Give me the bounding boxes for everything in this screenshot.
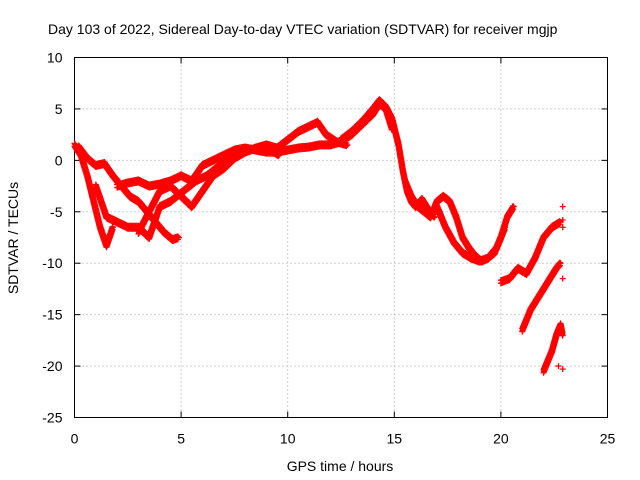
y-tick-label: -10 [42,255,62,271]
y-tick-label: -20 [42,358,62,374]
x-tick-label: 0 [71,431,79,447]
plot-frame [74,57,608,418]
outliers-marker [559,217,566,224]
y-tick-label: 0 [55,152,63,168]
track-h-marker [502,224,509,231]
grid-lines [74,57,608,418]
track-k-marker [559,332,566,339]
x-tick-label: 25 [600,431,616,447]
track-j-marker [557,260,564,267]
track-d-marker [343,143,350,150]
y-tick-label: -15 [42,307,62,323]
x-tick-label: 10 [280,431,296,447]
x-axis-label: GPS time / hours [287,458,394,474]
outliers-marker [559,275,566,282]
data-points [71,96,566,376]
track-c-marker [175,234,182,241]
track-d-marker [344,141,351,148]
y-tick-label: 5 [55,101,63,117]
outliers-marker [559,224,566,231]
y-tick-label: 10 [47,50,63,66]
outliers-marker [555,363,562,370]
chart-title: Day 103 of 2022, Sidereal Day-to-day VTE… [48,21,558,37]
x-tick-label: 20 [493,431,509,447]
outliers-marker [559,203,566,210]
x-tick-label: 5 [177,431,185,447]
x-tick-label: 15 [387,431,403,447]
tick-labels: 0 5 10 15 20 25 10 5 0 -5 -10 -15 -20 -25 [42,50,615,447]
track-a-marker [109,224,116,231]
track-g-marker [510,203,517,210]
y-axis-label: SDTVAR / TECUs [5,182,21,294]
y-tick-label: -25 [42,410,62,426]
outliers-marker [559,366,566,373]
track-j-marker [556,263,563,270]
y-tick-label: -5 [50,204,63,220]
